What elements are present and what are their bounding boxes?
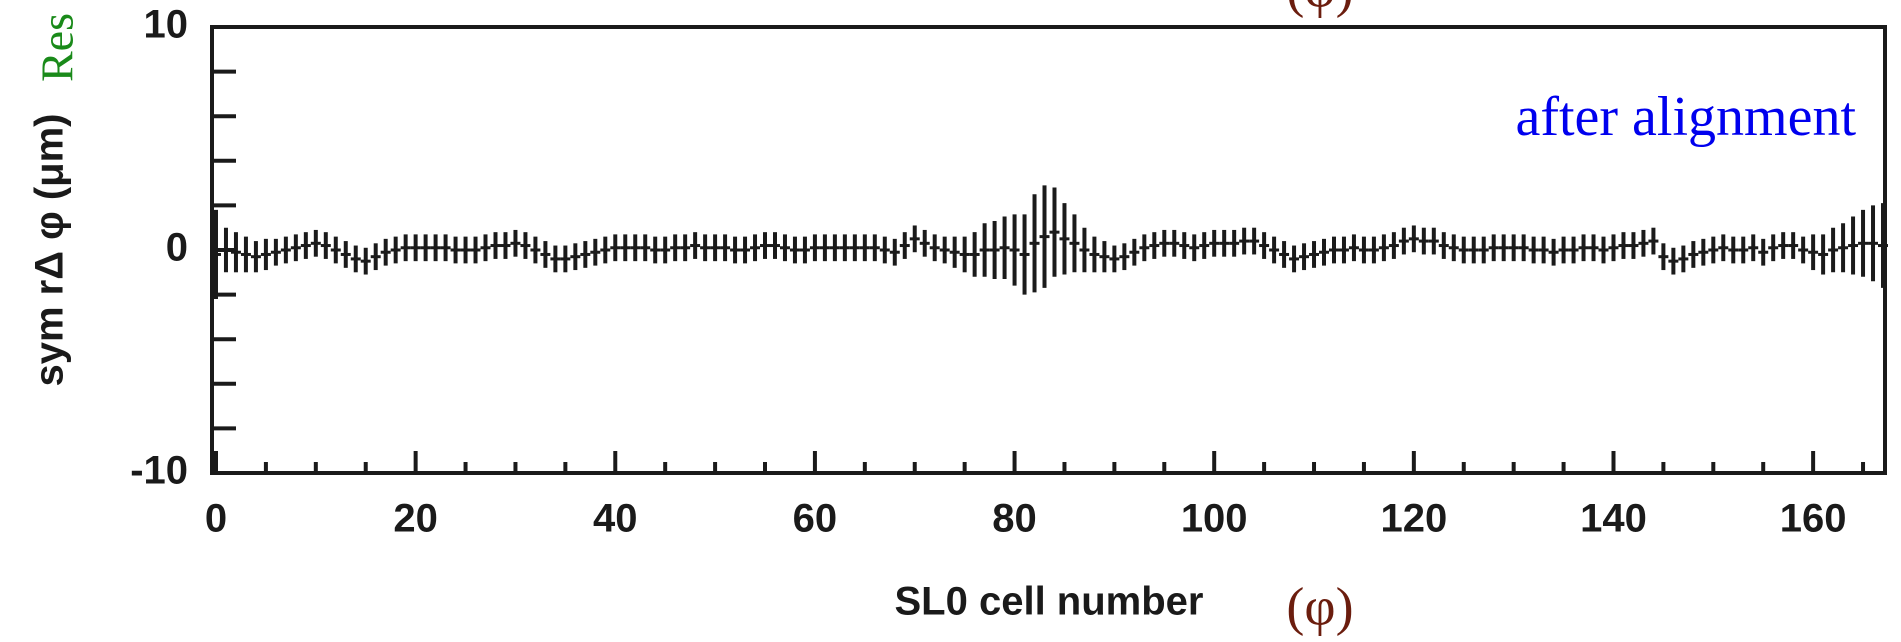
annotation: after alignment: [1515, 86, 1856, 148]
y-tick-label: 0: [166, 226, 188, 270]
x-tick-label: 140: [1580, 497, 1647, 541]
phi-label: (φ): [1286, 576, 1353, 636]
x-tick-label: 40: [593, 497, 638, 541]
x-tick-label: 60: [793, 497, 838, 541]
phi-label-top: (φ): [1286, 0, 1353, 18]
x-tick-label: 80: [992, 497, 1037, 541]
x-tick-label: 20: [393, 497, 438, 541]
y-axis-label: sym rΔ φ (μm): [28, 113, 72, 386]
x-axis-label: SL0 cell number: [895, 580, 1204, 624]
y-tick-label: 10: [144, 3, 189, 47]
x-tick-label: 100: [1181, 497, 1248, 541]
x-tick-label: 0: [205, 497, 227, 541]
side-label: Res: [32, 13, 83, 82]
y-tick-label: -10: [130, 449, 188, 493]
x-tick-label: 160: [1780, 497, 1847, 541]
x-tick-label: 120: [1380, 497, 1447, 541]
